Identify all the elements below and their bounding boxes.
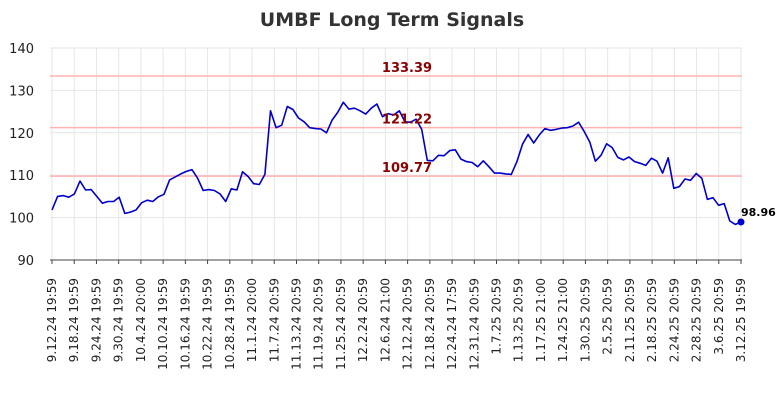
x-tick-label: 9.18.24 19:59 bbox=[67, 278, 81, 362]
last-point-marker bbox=[737, 218, 745, 226]
x-tick-label: 9.12.24 19:59 bbox=[45, 278, 59, 362]
price-line bbox=[51, 101, 742, 226]
y-tick-label: 90 bbox=[17, 254, 34, 269]
x-tick-label: 2.28.25 20:59 bbox=[690, 278, 704, 362]
x-tick-label: 2.18.25 20:59 bbox=[645, 278, 659, 362]
y-tick-label: 100 bbox=[9, 212, 34, 227]
reference-label: 121.22 bbox=[382, 113, 432, 128]
x-tick-label: 11.1.24 20:00 bbox=[245, 278, 259, 362]
x-tick-label: 12.2.24 20:59 bbox=[356, 278, 370, 362]
x-tick-label: 12.12.24 20:59 bbox=[401, 278, 415, 370]
series bbox=[51, 101, 745, 226]
x-tick-label: 1.30.25 20:59 bbox=[578, 278, 592, 362]
x-tick-label: 3.6.25 20:59 bbox=[712, 278, 726, 355]
x-tick-label: 11.13.24 20:59 bbox=[289, 278, 303, 370]
grid bbox=[50, 47, 742, 261]
y-tick-label: 120 bbox=[9, 127, 34, 142]
x-tick-label: 1.13.25 20:59 bbox=[512, 278, 526, 362]
reference-label: 133.39 bbox=[382, 61, 432, 76]
x-tick-label: 10.10.24 19:59 bbox=[156, 278, 170, 370]
y-tick-label: 110 bbox=[9, 169, 34, 184]
axes bbox=[50, 259, 742, 264]
x-tick-label: 12.18.24 20:59 bbox=[423, 278, 437, 370]
x-tick-label: 12.24.24 17:59 bbox=[445, 278, 459, 370]
y-tick-label: 140 bbox=[9, 42, 34, 57]
x-tick-label: 3.12.25 19:59 bbox=[734, 278, 748, 362]
chart-title: UMBF Long Term Signals bbox=[260, 9, 524, 31]
x-tick-label: 12.31.24 20:59 bbox=[467, 278, 481, 370]
reference-lines bbox=[50, 75, 742, 177]
x-tick-label: 1.24.25 21:00 bbox=[556, 278, 570, 362]
x-tick-label: 10.4.24 20:00 bbox=[134, 278, 148, 362]
labels: 90 100 110 120 130 140 9.12.24 19:59 9.18.24 19… bbox=[9, 42, 776, 370]
x-tick-label: 9.30.24 19:59 bbox=[112, 278, 126, 362]
x-tick-label: 9.24.24 19:59 bbox=[89, 278, 103, 362]
x-tick-label: 10.16.24 19:59 bbox=[178, 278, 192, 370]
x-tick-label: 11.7.24 20:59 bbox=[267, 278, 281, 362]
y-tick-label: 130 bbox=[9, 84, 34, 99]
x-tick-label: 12.6.24 21:00 bbox=[378, 278, 392, 362]
last-point-label: 98.96 bbox=[741, 206, 776, 219]
x-tick-label: 2.5.25 20:59 bbox=[601, 278, 615, 355]
x-tick-label: 11.19.24 20:59 bbox=[312, 278, 326, 370]
x-tick-label: 2.24.25 20:59 bbox=[667, 278, 681, 362]
x-tick-label: 2.11.25 20:59 bbox=[623, 278, 637, 362]
x-tick-label: 1.7.25 20:59 bbox=[490, 278, 504, 355]
x-tick-label: 11.25.24 20:59 bbox=[334, 278, 348, 370]
x-tick-label: 10.28.24 19:59 bbox=[223, 278, 237, 370]
x-tick-label: 10.22.24 19:59 bbox=[201, 278, 215, 370]
x-tick-label: 1.17.25 21:00 bbox=[534, 278, 548, 362]
reference-label: 109.77 bbox=[382, 161, 432, 176]
